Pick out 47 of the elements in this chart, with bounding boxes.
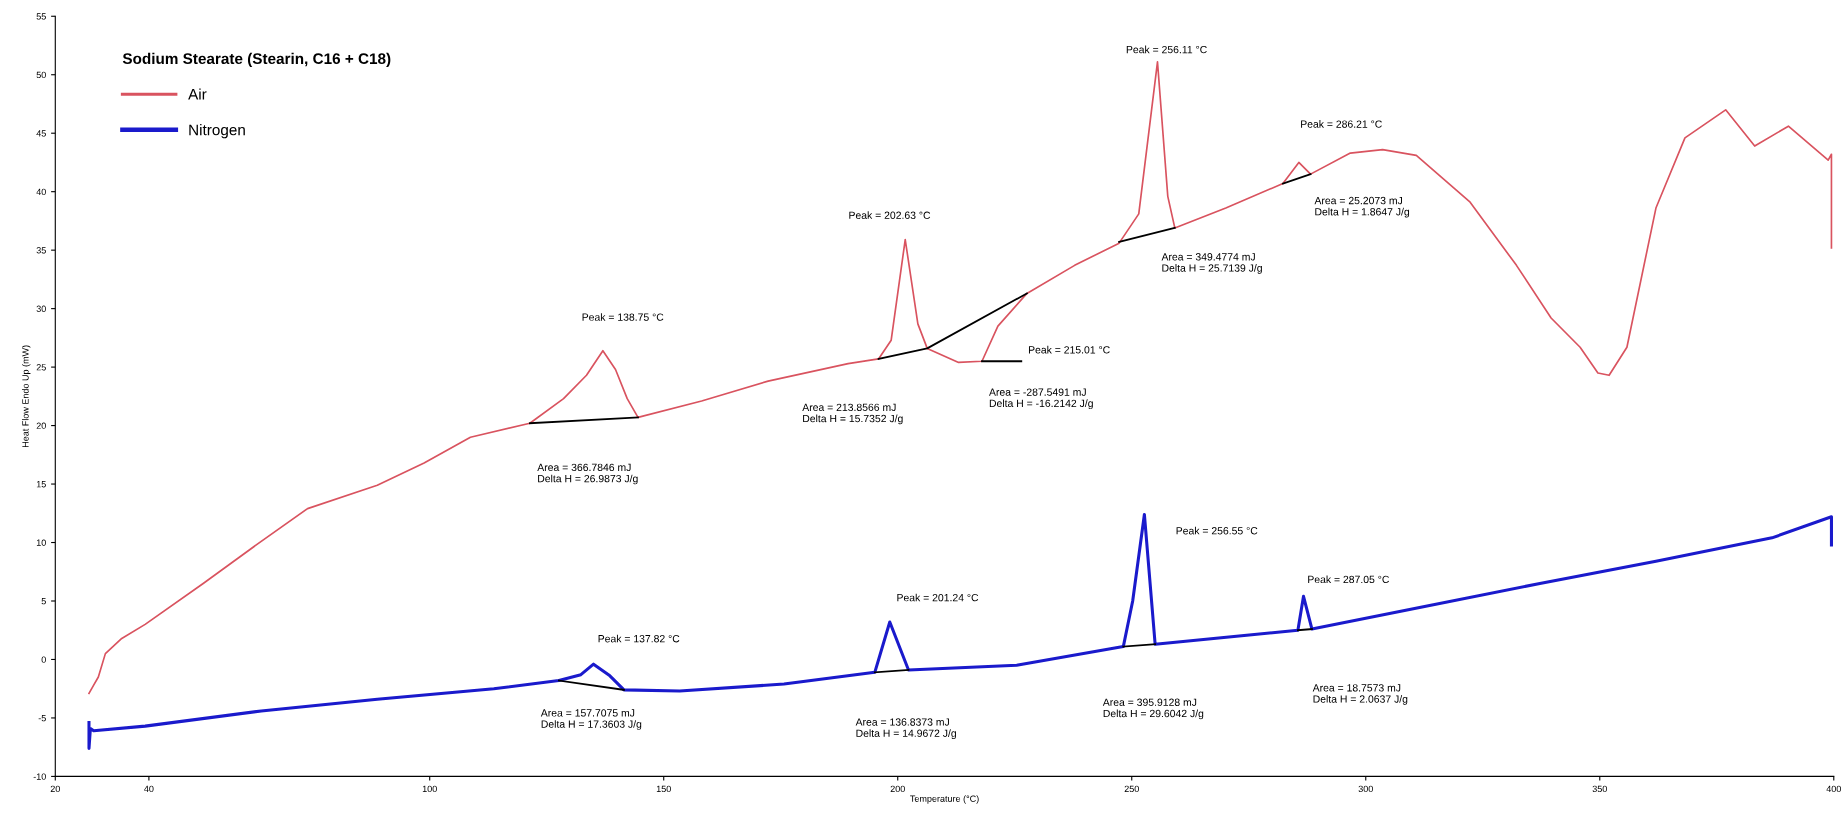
annotation: Peak = 138.75 °C: [582, 313, 664, 321]
annotation: Peak = 202.63 °C: [849, 211, 931, 219]
y-tick-label: 30: [36, 305, 46, 312]
y-tick-label: -10: [33, 773, 46, 780]
x-tick-label: 150: [656, 785, 671, 793]
annotation: Area = 213.8566 mJ Delta H = 15.7352 J/g: [802, 403, 903, 425]
x-tick-label: 250: [1124, 785, 1139, 793]
x-tick-label: 40: [144, 785, 154, 793]
annotation: Peak = 256.55 °C: [1176, 526, 1258, 535]
y-tick-label: -5: [38, 715, 46, 722]
x-axis-title: Temperature (°C): [910, 795, 979, 804]
y-tick-label: 40: [36, 188, 46, 196]
x-tick-label: 300: [1358, 785, 1373, 793]
x-tick-label: 20: [50, 785, 60, 793]
y-tick-label: 50: [36, 71, 46, 79]
y-tick-label: 25: [36, 364, 46, 371]
annotation: Peak = 137.82 °C: [598, 634, 680, 643]
legend-label: Nitrogen: [189, 124, 245, 139]
annotation: Area = 25.2073 mJ Delta H = 1.8647 J/g: [1314, 196, 1410, 218]
annotation: Peak = 201.24 °C: [897, 593, 979, 602]
y-tick-label: 20: [36, 422, 46, 429]
annotation: Peak = 286.21 °C: [1301, 120, 1382, 128]
line-series: [87, 512, 1833, 750]
annotation: Area = 157.7075 mJ Delta H = 17.3603 J/g: [540, 709, 642, 730]
y-tick-label: 5: [41, 598, 46, 605]
annotation: Area = 349.4774 mJ Delta H = 25.7139 J/g: [1161, 253, 1262, 274]
annotation: Peak = 215.01 °C: [1028, 345, 1110, 354]
y-tick-label: 10: [36, 539, 46, 546]
x-tick-label: 100: [422, 785, 437, 793]
y-tick-label: 0: [41, 656, 46, 663]
annotation: Area = 366.7846 mJ Delta H = 26.9873 J/g: [537, 463, 638, 485]
y-tick-label: 55: [36, 13, 46, 20]
legend-title: Sodium Stearate (Stearin, C16 + C18): [122, 52, 391, 68]
y-tick-label: 45: [36, 130, 46, 137]
x-tick-label: 200: [890, 785, 905, 793]
x-tick-label: 350: [1592, 785, 1607, 793]
annotation: Area = 395.9128 mJ Delta H = 29.6042 J/g: [1102, 698, 1204, 720]
legend-label: Air: [188, 88, 207, 100]
annotation: Area = 136.8373 mJ Delta H = 14.9672 J/g: [855, 718, 956, 739]
x-tick-label: 400: [1826, 785, 1841, 793]
y-axis-title: Heat Flow Endo Up (mW): [22, 345, 31, 448]
y-tick-label: 35: [36, 247, 46, 254]
y-tick-label: 15: [36, 481, 46, 488]
annotation: Peak = 256.11 °C: [1126, 45, 1207, 54]
annotation: Peak = 287.05 °C: [1308, 575, 1390, 584]
annotation: Area = -287.5491 mJ Delta H = -16.2142 J/g: [989, 388, 1093, 410]
annotation: Area = 18.7573 mJ Delta H = 2.0637 J/g: [1312, 684, 1408, 705]
